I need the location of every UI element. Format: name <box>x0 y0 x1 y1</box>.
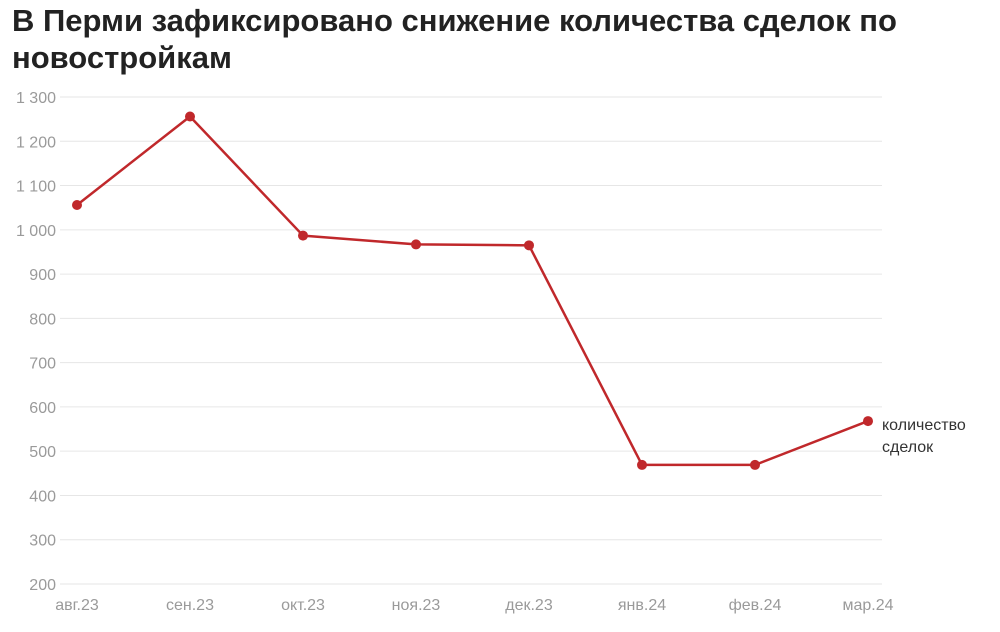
x-tick-label: мар.24 <box>842 597 893 614</box>
data-point <box>411 239 421 250</box>
y-tick-label: 500 <box>29 444 56 461</box>
x-tick-label: окт.23 <box>281 597 325 614</box>
data-point <box>637 459 647 470</box>
x-tick-label: фев.24 <box>729 597 782 614</box>
x-tick-label: ноя.23 <box>392 597 441 614</box>
y-tick-label: 1 100 <box>16 179 56 196</box>
y-tick-label: 1 300 <box>16 90 56 107</box>
x-tick-label: сен.23 <box>166 597 214 614</box>
y-tick-label: 300 <box>29 533 56 550</box>
y-tick-label: 200 <box>29 577 56 594</box>
y-tick-label: 400 <box>29 488 56 505</box>
y-tick-label: 700 <box>29 356 56 373</box>
data-point <box>863 416 873 427</box>
series-line <box>76 115 869 467</box>
y-axis-tick-labels: 200 300 400 500 600 700 800 900 1 000 1 100 1 200 1… <box>16 90 56 594</box>
y-tick-label: 1 000 <box>16 223 56 240</box>
chart-title: В Перми зафиксировано снижение количеств… <box>12 3 897 75</box>
series-layer <box>72 111 873 470</box>
data-point <box>750 459 760 470</box>
data-point <box>72 200 82 211</box>
y-tick-label: 600 <box>29 400 56 417</box>
x-axis-tick-labels: авг.23 сен.23 окт.23 ноя.23 дек.23 янв.24 фев.… <box>55 597 893 614</box>
x-tick-label: авг.23 <box>55 597 99 614</box>
data-point <box>298 230 308 241</box>
series-label: количество сделок <box>882 417 966 456</box>
data-point <box>524 240 534 251</box>
y-tick-label: 800 <box>29 311 56 328</box>
series-labels: количество сделок <box>882 417 966 456</box>
y-tick-label: 900 <box>29 267 56 284</box>
y-tick-label: 1 200 <box>16 134 56 151</box>
x-tick-label: дек.23 <box>505 597 553 614</box>
grid-lines <box>60 96 882 585</box>
x-tick-label: янв.24 <box>618 597 666 614</box>
data-point <box>185 111 195 122</box>
